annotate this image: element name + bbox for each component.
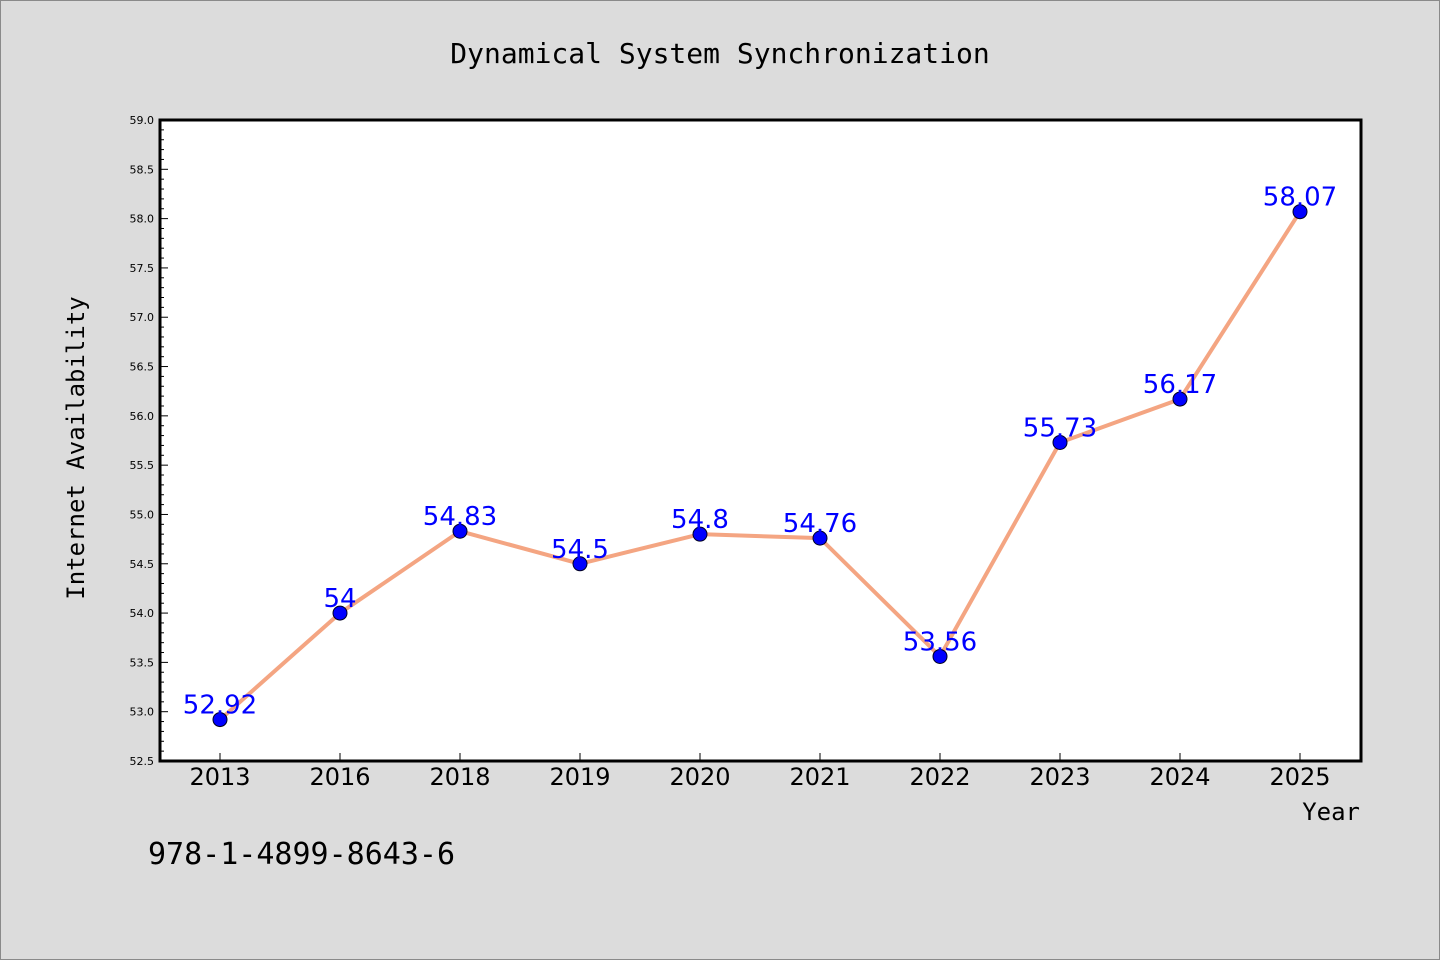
data-point-label: 54.8 bbox=[671, 505, 729, 535]
data-point-label: 55.73 bbox=[1023, 413, 1097, 443]
y-tick-label: 53.5 bbox=[130, 656, 155, 669]
plot-border bbox=[158, 118, 1363, 763]
y-tick-label: 58.0 bbox=[130, 213, 155, 226]
data-point-marker bbox=[572, 556, 588, 572]
data-point-marker bbox=[452, 523, 468, 539]
data-labels: 52.92 54 54.83 54.5 54.8 54.76 53.56 55.73 56.17… bbox=[183, 183, 1337, 721]
data-point-label: 54 bbox=[323, 584, 356, 614]
data-point-label: 52.92 bbox=[183, 691, 257, 721]
x-tick-label: 2021 bbox=[789, 763, 850, 791]
plot-area bbox=[160, 120, 1361, 761]
y-tick-label: 55.5 bbox=[130, 459, 155, 472]
data-point-marker bbox=[212, 712, 228, 728]
x-tick-label: 2018 bbox=[429, 763, 490, 791]
y-tick-label: 54.5 bbox=[130, 558, 155, 571]
data-point-marker bbox=[932, 648, 948, 664]
isbn-text: 978-1-4899-8643-6 bbox=[148, 837, 455, 872]
x-tick-label: 2016 bbox=[309, 763, 370, 791]
y-tick-label: 52.5 bbox=[130, 755, 155, 768]
y-axis-ticks: 52.5 53.0 53.5 54.0 54.5 55.0 55.5 56.0 56.5 57.0… bbox=[130, 114, 168, 768]
x-tick-label: 2019 bbox=[549, 763, 610, 791]
data-point-marker bbox=[692, 526, 708, 542]
y-tick-label: 55.0 bbox=[130, 508, 155, 521]
x-tick-label: 2020 bbox=[669, 763, 730, 791]
data-point-label: 54.5 bbox=[551, 535, 609, 565]
series-markers bbox=[212, 204, 1308, 728]
data-point-marker bbox=[812, 530, 828, 546]
y-tick-label: 56.5 bbox=[130, 361, 155, 374]
x-tick-label: 2025 bbox=[1269, 763, 1330, 791]
x-tick-label: 2024 bbox=[1149, 763, 1210, 791]
data-point-label: 54.83 bbox=[423, 502, 497, 532]
data-point-label: 58.07 bbox=[1263, 183, 1337, 213]
y-tick-label: 57.0 bbox=[130, 311, 155, 324]
data-point-marker bbox=[332, 605, 348, 621]
data-point-marker bbox=[1052, 434, 1068, 450]
data-point-marker bbox=[1172, 391, 1188, 407]
series-line bbox=[218, 209, 1302, 722]
y-tick-label: 53.0 bbox=[130, 706, 155, 719]
y-tick-label: 59.0 bbox=[130, 114, 155, 127]
y-tick-label: 56.0 bbox=[130, 410, 155, 423]
y-tick-label: 54.0 bbox=[130, 607, 155, 620]
data-point-label: 54.76 bbox=[783, 509, 857, 539]
y-tick-label: 57.5 bbox=[130, 262, 155, 275]
x-tick-label: 2013 bbox=[189, 763, 250, 791]
x-axis-ticks: 2013 2016 2018 2019 2020 2021 2022 2023 2024 2025 bbox=[189, 753, 1331, 791]
data-point-label: 53.56 bbox=[903, 627, 977, 657]
chart-title: Dynamical System Synchronization bbox=[450, 37, 989, 70]
x-tick-label: 2022 bbox=[909, 763, 970, 791]
y-tick-label: 58.5 bbox=[130, 163, 155, 176]
data-point-label: 56.17 bbox=[1143, 370, 1217, 400]
data-point-marker bbox=[1292, 204, 1308, 220]
x-tick-label: 2023 bbox=[1029, 763, 1090, 791]
y-axis-label: Internet Availability bbox=[62, 296, 90, 599]
x-axis-label: Year bbox=[1302, 798, 1360, 826]
